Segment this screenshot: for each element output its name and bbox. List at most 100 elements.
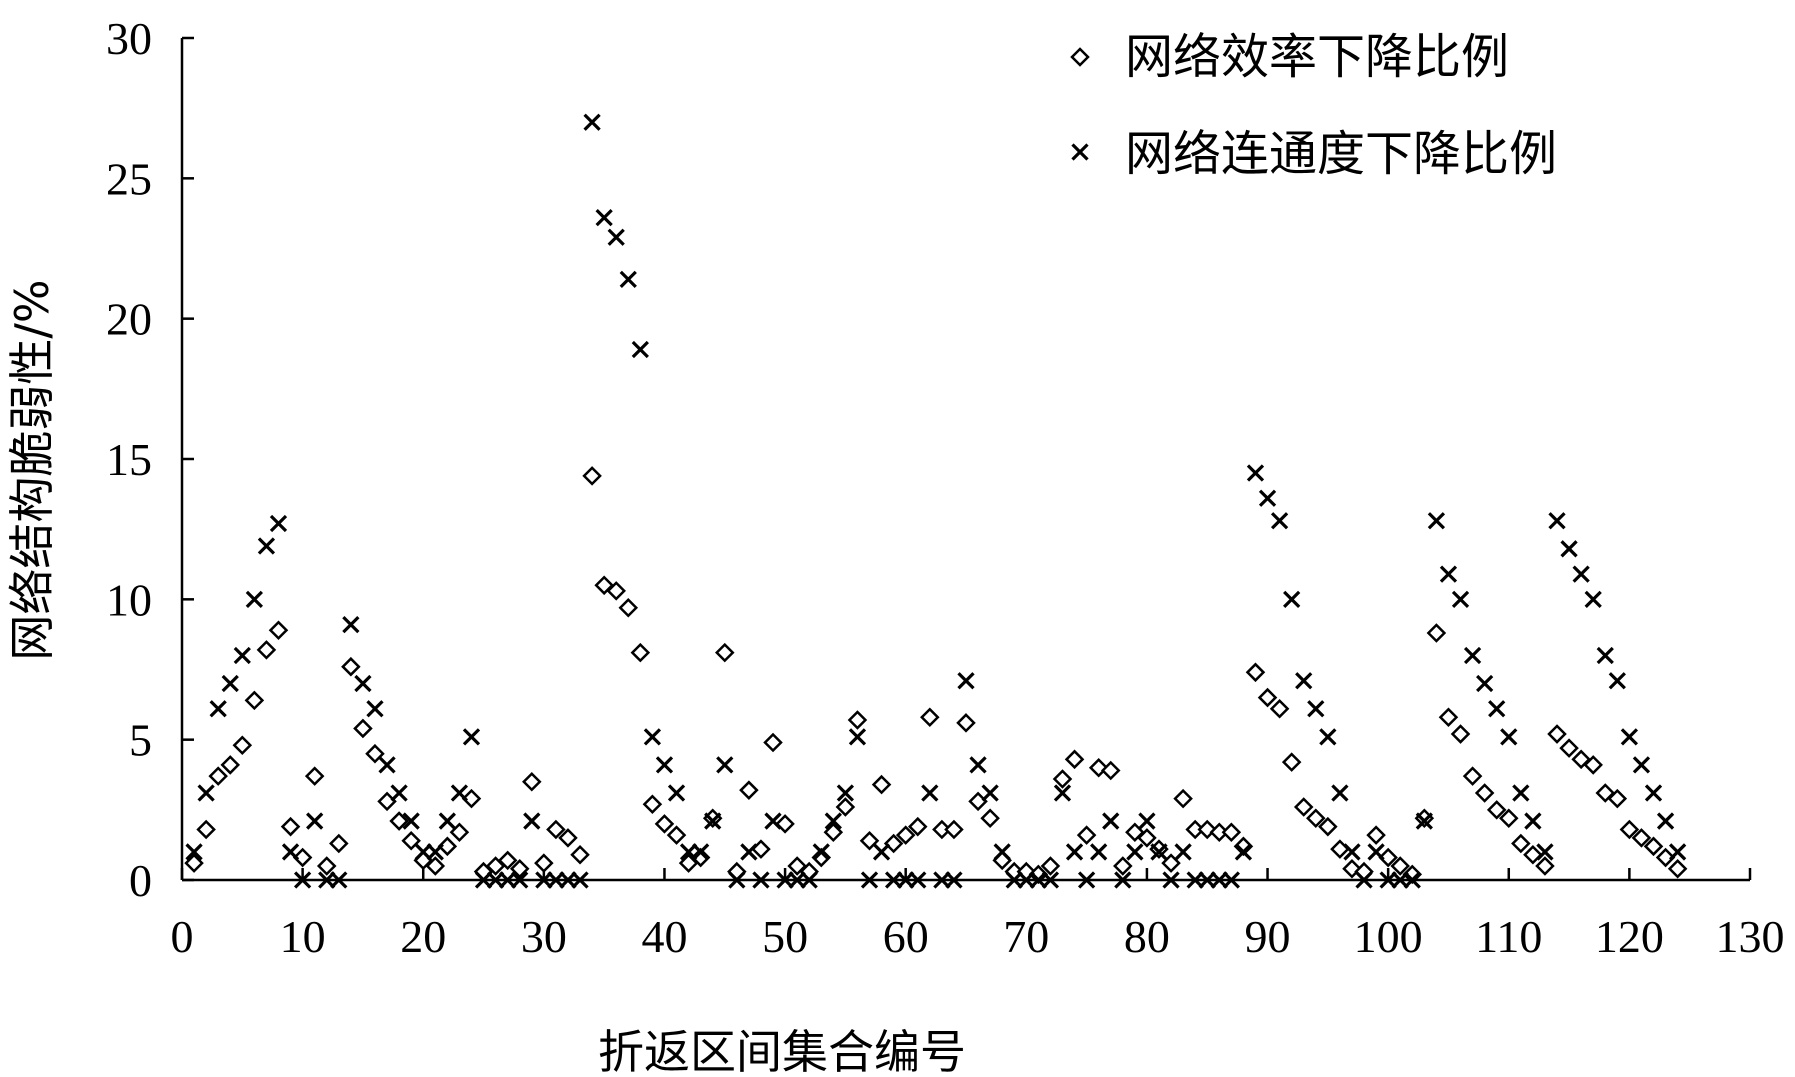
data-point-cross (1572, 565, 1590, 583)
data-point-diamond (570, 844, 590, 865)
legend-diamond-mark (1070, 47, 1090, 67)
x-tick-label: 90 (1245, 911, 1291, 962)
data-point-diamond (1378, 847, 1398, 868)
data-point-cross (1427, 512, 1446, 530)
data-point-diamond (1474, 783, 1495, 803)
data-point-cross (1041, 871, 1060, 889)
data-point-diamond (1547, 724, 1567, 744)
data-point-diamond (1438, 707, 1459, 727)
data-point-diamond (389, 811, 409, 831)
data-point-cross (1596, 646, 1614, 665)
data-point-diamond (220, 755, 241, 775)
data-point-diamond (1269, 699, 1290, 719)
data-point-cross (1295, 672, 1313, 690)
data-point-cross (1077, 871, 1096, 889)
data-point-diamond (1655, 847, 1676, 868)
data-point-cross (330, 871, 348, 889)
data-point-diamond (1535, 856, 1555, 876)
x-tick-label: 110 (1475, 911, 1542, 962)
data-point-cross (872, 843, 891, 861)
data-point-cross (1138, 812, 1156, 830)
data-point-cross (1331, 784, 1349, 802)
data-point-diamond (1064, 749, 1085, 770)
data-point-cross (993, 843, 1011, 861)
x-axis-title: 折返区间集合编号 (598, 1025, 966, 1077)
data-point-cross (511, 871, 529, 889)
data-point-cross (1524, 812, 1542, 830)
data-point-diamond (980, 808, 1000, 829)
data-point-diamond (1137, 828, 1157, 848)
data-point-diamond (702, 808, 723, 829)
data-point-diamond (461, 788, 482, 809)
data-point-diamond (196, 819, 216, 840)
data-point-diamond (304, 766, 325, 786)
data-point-cross (655, 756, 674, 774)
data-point-diamond (1559, 738, 1579, 758)
y-tick-label: 10 (106, 574, 152, 625)
data-point-diamond (823, 822, 844, 843)
data-point-cross (390, 784, 408, 802)
x-tick-label: 40 (641, 911, 687, 962)
x-tick-label: 30 (521, 911, 567, 962)
data-point-cross (957, 672, 975, 690)
data-point-diamond (208, 766, 228, 786)
data-point-cross (619, 270, 637, 289)
data-point-cross (402, 812, 420, 830)
data-point-cross (354, 674, 372, 693)
data-point-diamond (895, 825, 916, 845)
data-point-cross (269, 514, 288, 533)
data-point-cross (1560, 540, 1578, 558)
data-point-cross (728, 871, 746, 889)
data-point-diamond (883, 833, 904, 854)
data-point-diamond (835, 797, 856, 817)
y-ticks: 0 5 10 15 20 25 30 (106, 13, 194, 906)
data-point-diamond (256, 640, 277, 660)
data-point-cross (185, 843, 203, 861)
data-point-cross (462, 728, 481, 746)
data-point-diamond (1499, 808, 1519, 829)
data-point-cross (197, 784, 215, 802)
data-point-diamond (992, 850, 1012, 871)
legend-label-efficiency: 网络效率下降比例 (1125, 29, 1509, 85)
data-point-diamond (244, 690, 265, 711)
data-point-diamond (1619, 819, 1640, 840)
data-point-diamond (268, 620, 289, 640)
y-tick-label: 25 (106, 153, 152, 204)
data-point-cross (1090, 843, 1108, 861)
data-point-diamond (1426, 623, 1447, 643)
data-point-diamond (1366, 825, 1386, 845)
data-point-cross (1102, 812, 1120, 830)
data-point-cross (716, 756, 734, 774)
data-point-cross (1114, 871, 1132, 889)
data-point-cross (1174, 843, 1192, 861)
data-point-diamond (353, 718, 373, 739)
data-point-cross (209, 700, 227, 718)
data-point-diamond (292, 847, 313, 868)
data-point-cross (1439, 565, 1458, 583)
data-point-cross (1584, 590, 1602, 608)
data-point-cross (1270, 512, 1289, 530)
data-point-diamond (365, 743, 385, 764)
data-point-cross (1367, 843, 1385, 861)
data-point-cross (1403, 871, 1421, 889)
x-tick-label: 20 (400, 911, 446, 962)
data-point-diamond (232, 735, 253, 756)
data-point-diamond (509, 859, 530, 879)
series-connectivity-points (185, 113, 1687, 889)
data-point-cross (571, 871, 589, 889)
data-point-cross (1512, 784, 1530, 802)
data-point-diamond (739, 780, 759, 800)
data-point-cross (860, 871, 879, 889)
data-point-diamond (1173, 788, 1193, 809)
data-point-diamond (401, 830, 421, 851)
data-point-cross (583, 113, 601, 131)
data-point-cross (426, 843, 444, 861)
legend-marker-diamond (1070, 47, 1090, 67)
data-point-diamond (956, 713, 976, 733)
legend-marker-cross (1071, 143, 1089, 161)
data-point-cross (1415, 812, 1433, 830)
data-point-cross (667, 784, 686, 802)
data-point-diamond (1450, 724, 1471, 744)
data-point-diamond (1233, 836, 1254, 857)
data-point-diamond (811, 847, 832, 868)
